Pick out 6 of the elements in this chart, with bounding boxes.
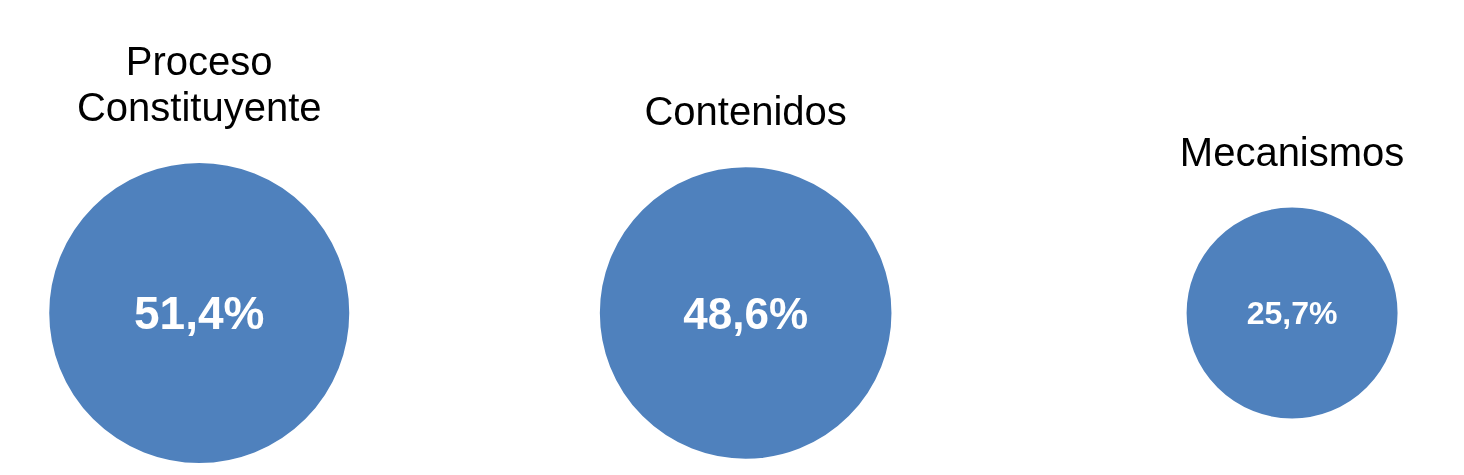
category-label: Contenidos: [644, 89, 847, 134]
category-label: Mecanismos: [1179, 129, 1405, 174]
data-label: 48,6%: [683, 288, 809, 338]
category-label: Proceso Constituyente: [76, 39, 322, 129]
data-label: 51,4%: [134, 287, 265, 339]
data-label: 25,7%: [1246, 295, 1338, 331]
